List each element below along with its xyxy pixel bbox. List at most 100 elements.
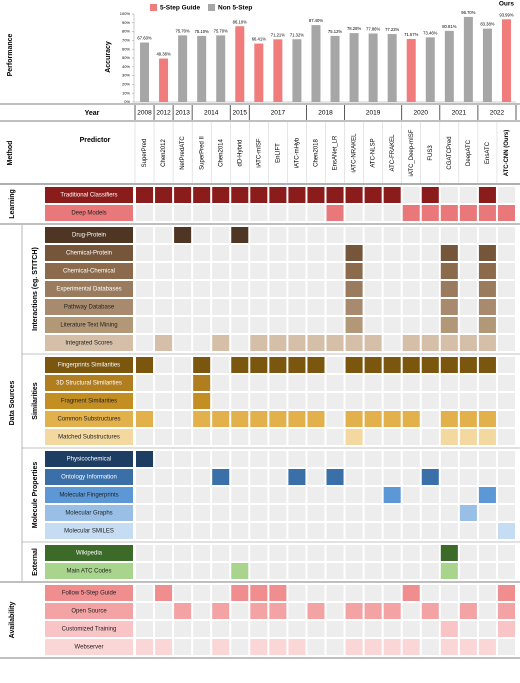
matrix-cell bbox=[212, 299, 230, 315]
matrix-cell bbox=[136, 317, 154, 333]
matrix-cell bbox=[269, 523, 287, 539]
matrix-cell bbox=[421, 585, 439, 601]
matrix-cell bbox=[497, 299, 515, 315]
matrix-cell bbox=[269, 299, 287, 315]
matrix-cell bbox=[212, 245, 230, 261]
matrix-cell bbox=[421, 205, 439, 221]
value-label: 75.10% bbox=[195, 29, 209, 34]
matrix-cell bbox=[193, 187, 211, 203]
section-label: Availability bbox=[9, 602, 16, 639]
matrix-cell bbox=[174, 281, 192, 297]
matrix-cell bbox=[136, 411, 154, 427]
matrix-cell bbox=[364, 621, 382, 637]
bar bbox=[444, 30, 454, 102]
matrix-cell bbox=[345, 639, 363, 655]
matrix-cell bbox=[174, 187, 192, 203]
matrix-cell bbox=[193, 393, 211, 409]
matrix-cell bbox=[326, 357, 344, 373]
matrix-cell bbox=[231, 317, 249, 333]
year-label: 2022 bbox=[490, 110, 505, 117]
matrix-cell bbox=[459, 227, 477, 243]
matrix-cell bbox=[440, 469, 458, 485]
matrix-cell bbox=[307, 205, 325, 221]
matrix-cell bbox=[364, 227, 382, 243]
row-label-box bbox=[45, 469, 133, 485]
matrix-cell bbox=[136, 469, 154, 485]
matrix-cell bbox=[345, 281, 363, 297]
matrix-cell bbox=[212, 639, 230, 655]
row-label: Webserver bbox=[75, 645, 104, 651]
matrix-cell bbox=[250, 469, 268, 485]
row-label-box bbox=[45, 585, 133, 601]
matrix-cell bbox=[364, 317, 382, 333]
matrix-cell bbox=[440, 281, 458, 297]
matrix-cell bbox=[364, 451, 382, 467]
matrix-cell bbox=[174, 451, 192, 467]
matrix-cell bbox=[155, 451, 173, 467]
matrix-cell bbox=[383, 621, 401, 637]
row-label-box bbox=[45, 603, 133, 619]
matrix-cell bbox=[212, 429, 230, 445]
predictor-label: Predictor bbox=[80, 137, 111, 144]
predictor-name: ATC-FRAKEL bbox=[390, 134, 396, 172]
matrix-cell bbox=[440, 227, 458, 243]
matrix-cell bbox=[269, 603, 287, 619]
panel-label: Performance bbox=[7, 33, 14, 76]
matrix-cell bbox=[459, 299, 477, 315]
matrix-cell bbox=[250, 639, 268, 655]
bar bbox=[501, 19, 511, 102]
matrix-cell bbox=[421, 429, 439, 445]
row-label: Main ATC Codes bbox=[67, 569, 112, 575]
subsection-label: External bbox=[32, 548, 39, 576]
matrix-cell bbox=[345, 335, 363, 351]
matrix-cell bbox=[269, 317, 287, 333]
matrix-cell bbox=[421, 357, 439, 373]
matrix-cell bbox=[402, 487, 420, 503]
matrix-cell bbox=[212, 469, 230, 485]
matrix-cell bbox=[231, 357, 249, 373]
matrix-cell bbox=[136, 393, 154, 409]
matrix-cell bbox=[307, 227, 325, 243]
matrix-cell bbox=[497, 621, 515, 637]
matrix-cell bbox=[155, 335, 173, 351]
matrix-cell bbox=[231, 335, 249, 351]
matrix-cell bbox=[459, 585, 477, 601]
row-label: Pathway Database bbox=[64, 305, 115, 311]
matrix-cell bbox=[459, 187, 477, 203]
matrix-cell bbox=[288, 487, 306, 503]
matrix-cell bbox=[497, 227, 515, 243]
row-label: Molecular SMILES bbox=[64, 529, 114, 535]
matrix-cell bbox=[231, 563, 249, 579]
row-label-box bbox=[45, 187, 133, 203]
method-label: Method bbox=[7, 141, 14, 166]
matrix-cell bbox=[364, 505, 382, 521]
predictor-name: Chen2014 bbox=[218, 138, 224, 166]
matrix-cell bbox=[440, 299, 458, 315]
matrix-cell bbox=[402, 205, 420, 221]
matrix-cell bbox=[326, 603, 344, 619]
value-label: 77.86% bbox=[366, 27, 380, 32]
matrix-cell bbox=[478, 523, 496, 539]
matrix-cell bbox=[155, 393, 173, 409]
matrix-cell bbox=[421, 335, 439, 351]
matrix-cell bbox=[478, 451, 496, 467]
matrix-cell bbox=[345, 245, 363, 261]
subsection-label: Interactions (eg. STITCH) bbox=[32, 247, 39, 331]
matrix-cell bbox=[402, 335, 420, 351]
matrix-cell bbox=[383, 245, 401, 261]
value-label: 73.46% bbox=[423, 30, 437, 35]
matrix-cell bbox=[193, 245, 211, 261]
value-label: 83.38% bbox=[480, 22, 494, 27]
matrix-cell bbox=[231, 451, 249, 467]
matrix-cell bbox=[231, 227, 249, 243]
matrix-cell bbox=[155, 563, 173, 579]
matrix-cell bbox=[288, 205, 306, 221]
matrix-cell bbox=[231, 299, 249, 315]
bar bbox=[235, 26, 245, 102]
year-label: 2008 bbox=[137, 110, 152, 117]
matrix-cell bbox=[250, 621, 268, 637]
matrix-cell bbox=[288, 317, 306, 333]
matrix-cell bbox=[155, 505, 173, 521]
matrix-cell bbox=[459, 205, 477, 221]
matrix-cell bbox=[269, 375, 287, 391]
